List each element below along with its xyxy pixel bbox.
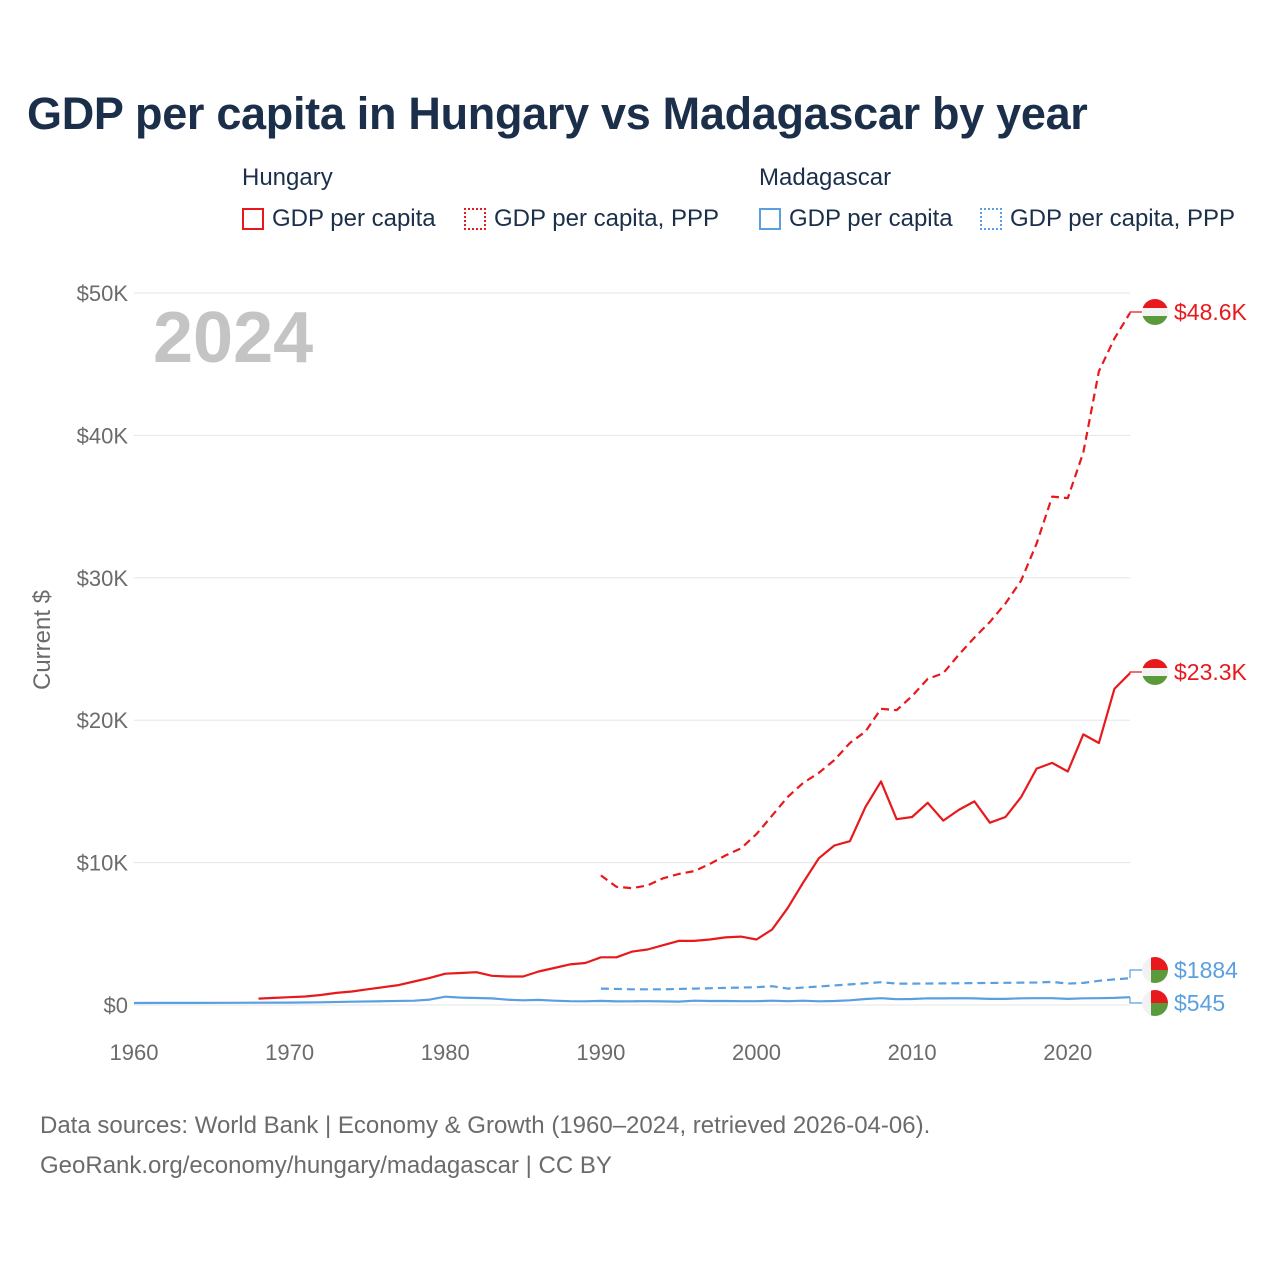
series-line-1[interactable] xyxy=(600,312,1131,890)
legend-item-madagascar-gdp[interactable]: GDP per capita xyxy=(759,205,953,233)
chart-title: GDP per capita in Hungary vs Madagascar … xyxy=(27,88,1088,139)
legend-group-madagascar: Madagascar xyxy=(759,164,892,191)
y-tick-label: $0 xyxy=(104,993,128,1018)
hungary-flag-icon xyxy=(1142,299,1168,325)
legend-label: GDP per capita, PPP xyxy=(494,205,719,232)
end-value-label: $1884 xyxy=(1174,957,1238,983)
legend-label: GDP per capita, PPP xyxy=(1010,205,1235,232)
y-tick-label: $10K xyxy=(77,851,129,876)
legend-item-hungary-gdp[interactable]: GDP per capita xyxy=(242,205,436,233)
x-tick-label: 1980 xyxy=(421,1040,470,1065)
legend-swatch-dotted-red xyxy=(464,208,486,230)
series-line-3[interactable] xyxy=(600,977,1131,991)
legend-item-hungary-gdp-ppp[interactable]: GDP per capita, PPP xyxy=(464,205,719,233)
legend-label: GDP per capita xyxy=(789,205,953,232)
footer-sources: Data sources: World Bank | Economy & Gro… xyxy=(40,1112,931,1139)
legend-swatch-solid-blue xyxy=(759,208,781,230)
end-connector xyxy=(1129,997,1143,1004)
footer: Data sources: World Bank | Economy & Gro… xyxy=(40,1106,930,1186)
legend-item-madagascar-gdp-ppp[interactable]: GDP per capita, PPP xyxy=(980,205,1235,233)
footer-link[interactable]: GeoRank.org/economy/hungary/madagascar |… xyxy=(40,1152,612,1179)
gridlines xyxy=(134,292,1130,1006)
x-tick-label: 1960 xyxy=(110,1040,159,1065)
series-lines xyxy=(133,312,1131,1005)
y-axis-ticks: $0 $10K $20K $30K $40K $50K xyxy=(77,281,129,1018)
end-connector xyxy=(1129,969,1143,979)
x-tick-label: 1990 xyxy=(576,1040,625,1065)
end-value-label: $48.6K xyxy=(1174,299,1248,325)
series-line-2[interactable] xyxy=(133,995,1131,1005)
y-tick-label: $50K xyxy=(77,281,129,306)
y-tick-label: $40K xyxy=(77,423,129,448)
hungary-flag-icon xyxy=(1142,659,1168,685)
madagascar-flag-icon xyxy=(1142,957,1168,983)
y-tick-label: $20K xyxy=(77,708,129,733)
end-value-label: $23.3K xyxy=(1174,659,1248,685)
x-tick-label: 2000 xyxy=(732,1040,781,1065)
end-value-label: $545 xyxy=(1174,990,1225,1016)
legend-swatch-dotted-blue xyxy=(980,208,1002,230)
y-tick-label: $30K xyxy=(77,566,129,591)
legend-label: GDP per capita xyxy=(272,205,436,232)
y-axis-label: Current $ xyxy=(29,590,56,690)
x-axis-ticks: 1960 1970 1980 1990 2000 2010 2020 xyxy=(110,1040,1093,1065)
year-watermark: 2024 xyxy=(153,298,313,378)
x-tick-label: 2010 xyxy=(888,1040,937,1065)
end-labels: $23.3K $48.6K $545 $1884 xyxy=(1129,299,1248,1016)
series-line-0[interactable] xyxy=(258,672,1131,1000)
end-connector xyxy=(1129,311,1143,313)
x-tick-label: 1970 xyxy=(265,1040,314,1065)
end-connector xyxy=(1129,671,1143,674)
legend-group-hungary: Hungary xyxy=(242,164,333,191)
madagascar-flag-icon xyxy=(1142,990,1168,1016)
legend-swatch-solid-red xyxy=(242,208,264,230)
x-tick-label: 2020 xyxy=(1043,1040,1092,1065)
